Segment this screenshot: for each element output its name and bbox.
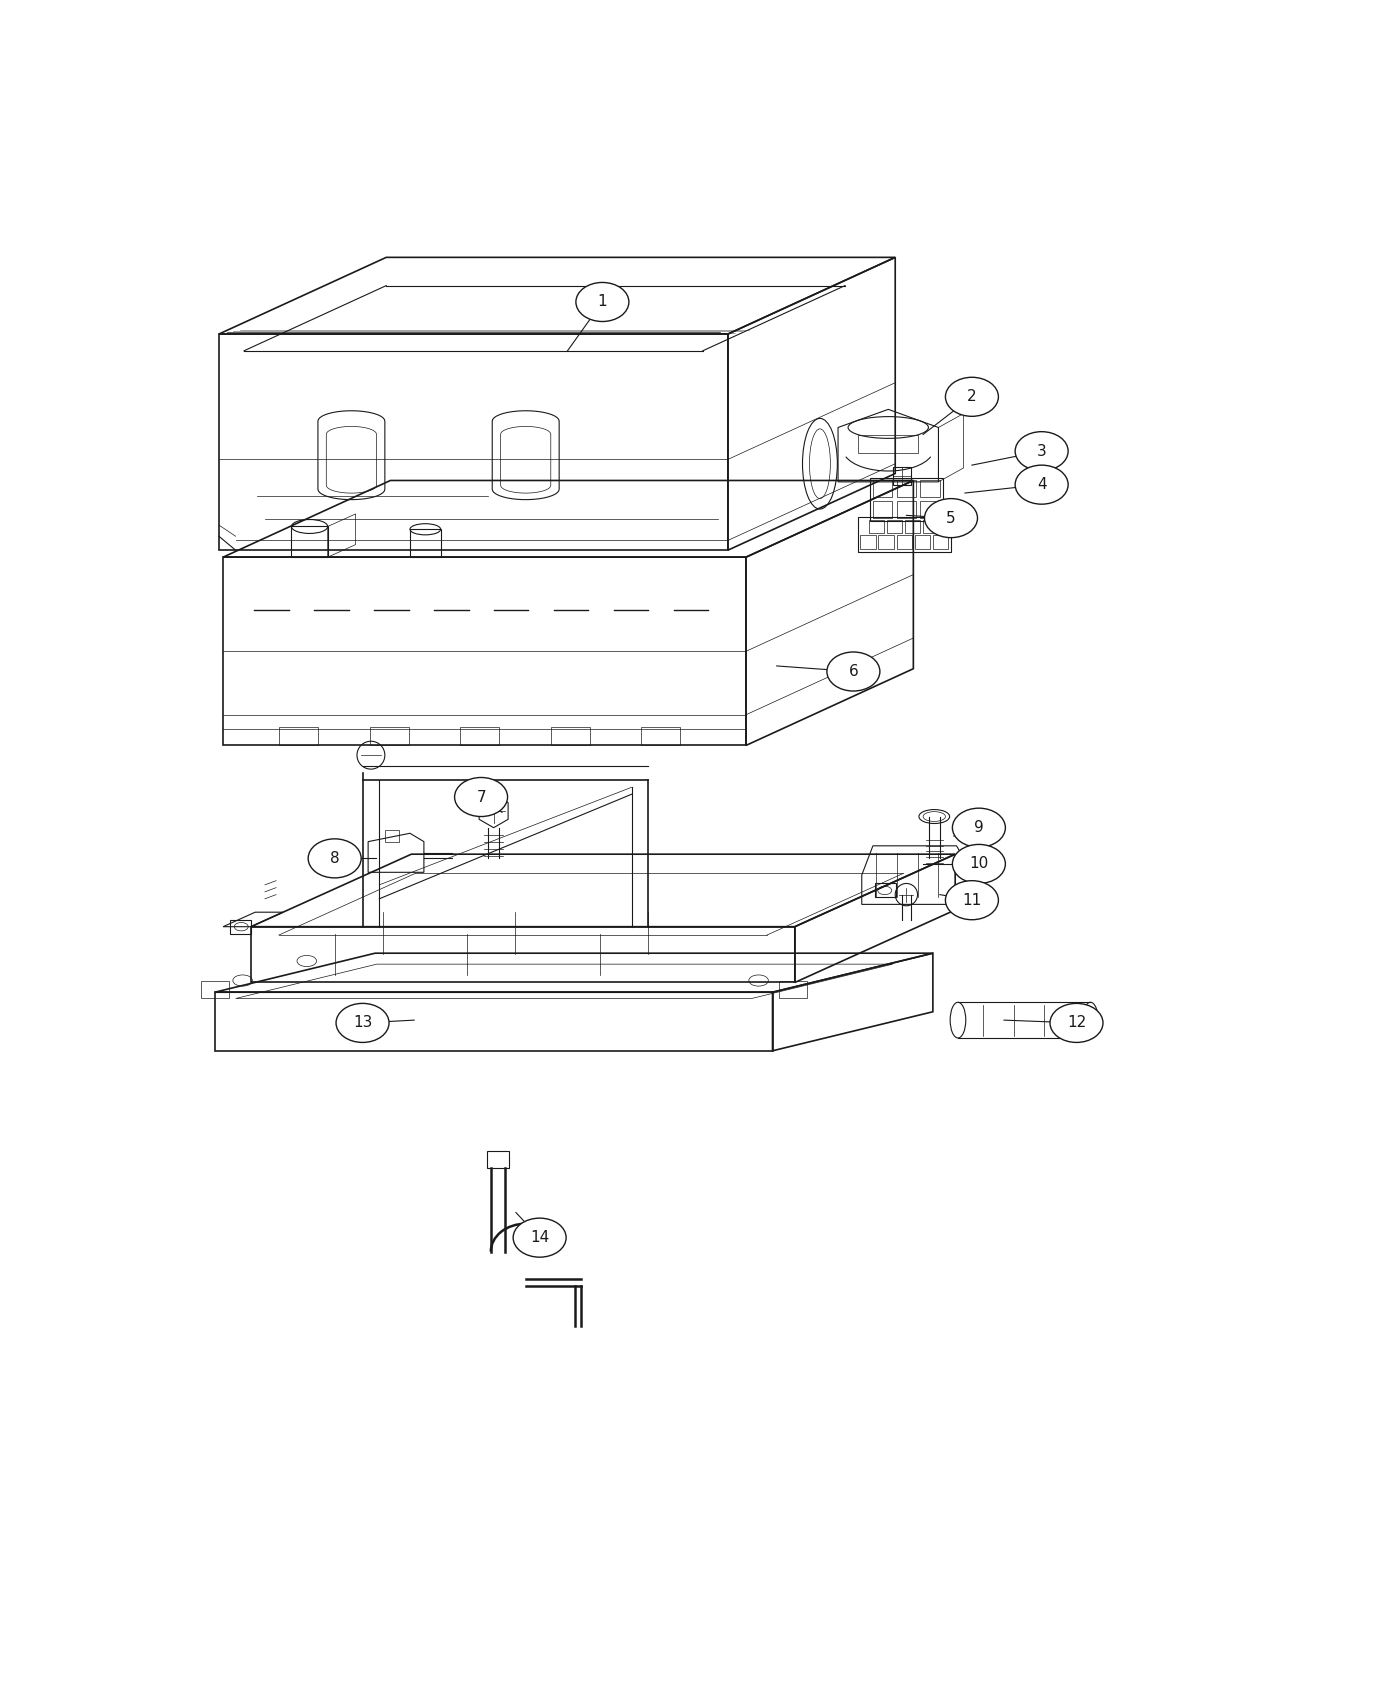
Bar [920,481,939,496]
Ellipse shape [575,282,629,321]
Ellipse shape [952,808,1005,847]
Bar [780,981,808,998]
Bar [896,502,916,518]
Text: 6: 6 [848,665,858,678]
Bar [932,536,948,549]
Bar [893,468,911,486]
Bar [871,478,942,520]
Ellipse shape [514,1219,566,1258]
Bar [896,536,911,549]
Bar [874,481,892,496]
Ellipse shape [1050,1003,1103,1042]
Bar [385,831,399,842]
Bar [886,520,902,534]
Text: 5: 5 [946,510,956,525]
Bar [279,728,318,745]
Text: 2: 2 [967,389,977,405]
Ellipse shape [1015,432,1068,471]
Bar [914,536,930,549]
Ellipse shape [336,1003,389,1042]
Bar [874,502,892,518]
Bar [291,527,328,558]
Bar [923,520,938,534]
Bar [370,728,409,745]
Bar [550,728,589,745]
Bar [869,520,883,534]
Text: 1: 1 [598,294,608,309]
Text: 11: 11 [962,892,981,908]
Bar [920,502,939,518]
Ellipse shape [455,777,508,816]
Text: 13: 13 [353,1015,372,1030]
Text: 4: 4 [1037,478,1046,493]
Ellipse shape [924,498,977,537]
Text: 9: 9 [974,819,984,835]
Text: 7: 7 [476,789,486,804]
Ellipse shape [945,377,998,416]
Bar [200,981,228,998]
Bar [641,728,680,745]
Bar [858,517,951,551]
Ellipse shape [827,653,879,690]
Text: 14: 14 [531,1231,549,1244]
Ellipse shape [952,845,1005,884]
Bar [861,536,876,549]
Text: 3: 3 [1037,444,1047,459]
Bar [487,1151,510,1168]
Bar [896,481,916,496]
Bar [461,728,500,745]
Text: 12: 12 [1067,1015,1086,1030]
Ellipse shape [1015,466,1068,505]
Ellipse shape [945,881,998,920]
Bar [878,536,893,549]
Bar [410,529,441,558]
Ellipse shape [308,838,361,877]
Text: 10: 10 [969,857,988,872]
Bar [904,520,920,534]
Text: 8: 8 [330,852,339,865]
